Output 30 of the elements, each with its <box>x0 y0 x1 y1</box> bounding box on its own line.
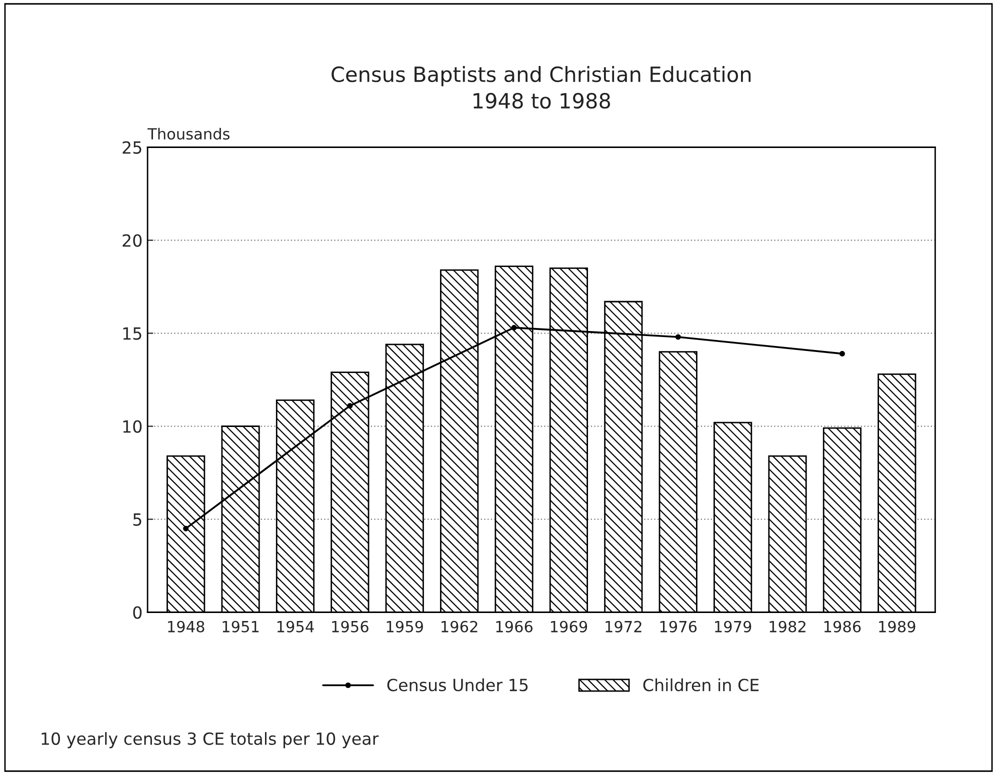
point <box>675 334 681 340</box>
x-tick-label: 1951 <box>222 620 259 632</box>
x-tick-label: 1956 <box>332 620 368 632</box>
x-tick-label: 1962 <box>442 620 478 632</box>
y-tick-label: 10 <box>123 420 142 433</box>
text: 10 yearly census 3 CE totals per 10 year <box>42 732 379 748</box>
x-tick-label: 1954 <box>277 620 314 632</box>
x-tick-label: 1948 <box>168 620 204 632</box>
y-tick-label: 0 <box>133 606 142 619</box>
x-tick-label: 1979 <box>715 620 752 632</box>
chart-title: Census Baptists and Christian Education 1948 to 1988 <box>332 66 751 109</box>
x-tick-label: 1986 <box>824 620 861 632</box>
legend-label: Census Under 15 <box>387 678 528 692</box>
point <box>183 526 189 532</box>
x-tick-label: 1989 <box>879 620 916 632</box>
y-tick-label: 5 <box>133 513 142 526</box>
point <box>511 324 517 330</box>
y-tick-label: 15 <box>123 327 142 340</box>
legend-label: Children in CE <box>643 678 759 692</box>
x-tick-label: 1959 <box>386 620 423 632</box>
x-tick-label: 1966 <box>496 620 532 632</box>
point <box>347 403 353 409</box>
x-tick-label: 1976 <box>660 620 697 632</box>
y-tick-label: 25 <box>122 141 142 154</box>
y-tick-label: 20 <box>122 234 142 247</box>
x-tick-label: 1982 <box>770 620 806 632</box>
y-axis-title: Thousands <box>148 128 230 140</box>
x-tick-label: 1972 <box>606 620 642 632</box>
point <box>839 350 845 356</box>
x-tick-label: 1969 <box>550 620 588 632</box>
